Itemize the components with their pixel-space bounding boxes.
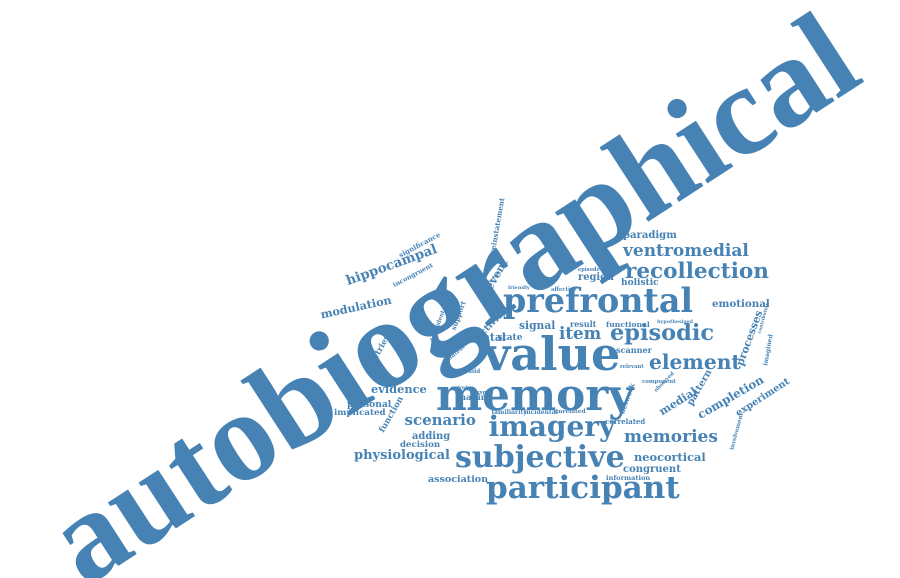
cloud-word: result	[570, 319, 597, 329]
cloud-word: memories	[624, 426, 718, 447]
cloud-word: ventromedial	[623, 240, 749, 261]
cloud-word: item	[559, 322, 602, 343]
cloud-word: paradigm	[623, 230, 677, 241]
cloud-word: recollection	[625, 259, 769, 284]
cloud-word: correlated	[605, 416, 646, 426]
cloud-word: episode	[578, 266, 600, 273]
cloud-word: scanner	[616, 345, 652, 355]
cloud-word: personal	[347, 398, 392, 410]
cloud-word: oxygen	[473, 389, 494, 396]
cloud-word: emotional	[712, 298, 770, 310]
cloud-word: familiarity	[491, 409, 527, 416]
cloud-word: association	[428, 474, 489, 485]
cloud-word: holistic	[621, 277, 659, 288]
cloud-word: congruent	[623, 464, 681, 475]
cloud-word: physiological	[354, 447, 450, 463]
cloud-word: state	[497, 332, 523, 343]
cloud-word: signal	[519, 318, 556, 332]
cloud-word: subjective	[455, 440, 625, 475]
cloud-word: episodic	[610, 320, 715, 346]
cloud-word: evidence	[371, 381, 427, 396]
cloud-word: autobiographical	[22, 0, 882, 578]
cloud-word: neocortical	[634, 449, 706, 464]
cloud-word: functional	[606, 320, 650, 329]
cloud-word: build	[464, 369, 481, 375]
cloud-word: mental	[464, 330, 506, 344]
cloud-word: making	[457, 392, 494, 403]
cloud-word: prefrontal	[503, 280, 694, 320]
cloud-word: friendly	[508, 284, 530, 291]
cloud-word: implicated	[334, 407, 386, 418]
cloud-word: unrelated	[554, 409, 586, 415]
cloud-word: incidental	[524, 409, 558, 416]
cloud-word: involvement	[729, 412, 745, 451]
cloud-word: pairwise	[451, 385, 474, 391]
cloud-word: adding	[412, 431, 451, 442]
cloud-word: relevant	[620, 363, 644, 370]
cloud-word: region	[578, 272, 614, 283]
cloud-word: imagined	[762, 333, 775, 367]
cloud-word: scenario	[404, 410, 476, 429]
cloud-word: decision	[400, 439, 441, 450]
cloud-word: element	[649, 350, 741, 374]
cloud-word: memory	[436, 370, 634, 421]
cloud-word: participant	[486, 469, 680, 506]
cloud-word: imagery	[488, 410, 616, 443]
cloud-word: value	[483, 327, 621, 381]
cloud-word: processes	[733, 308, 766, 368]
cloud-word: component	[642, 378, 676, 385]
cloud-word: information	[606, 473, 651, 482]
cloud-word: hypothesized	[657, 318, 693, 325]
cloud-word: affective	[551, 286, 577, 293]
